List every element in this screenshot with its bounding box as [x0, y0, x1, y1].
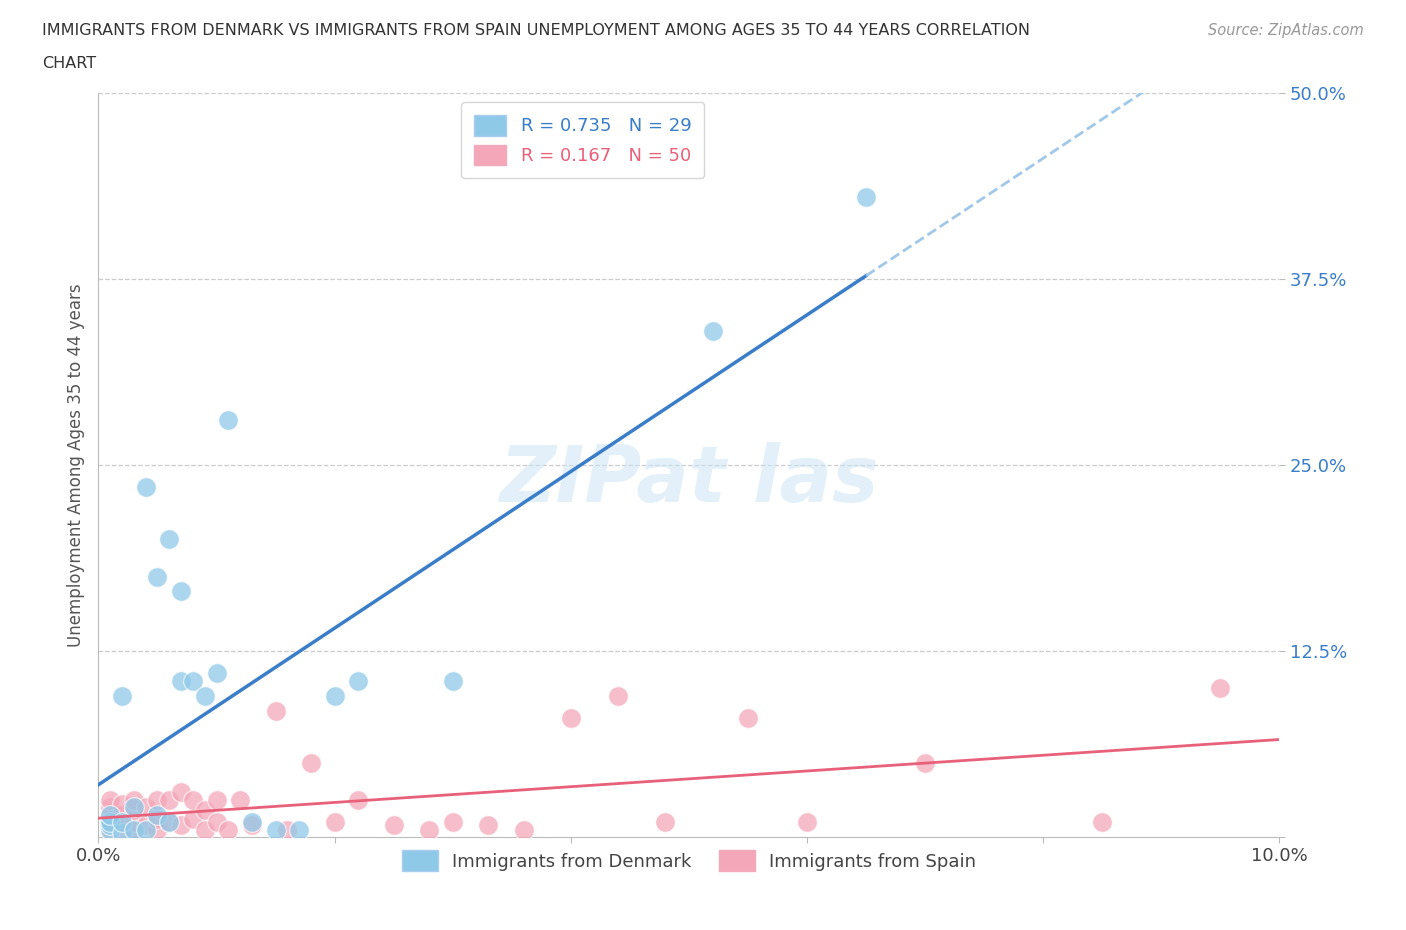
Point	[122, 815, 145, 830]
Point	[1091, 815, 1114, 830]
Point	[607, 688, 630, 703]
Point	[323, 815, 346, 830]
Point	[737, 711, 759, 725]
Point	[98, 815, 121, 830]
Point	[323, 688, 346, 703]
Point	[122, 800, 145, 815]
Point	[146, 807, 169, 822]
Point	[194, 688, 217, 703]
Point	[135, 800, 157, 815]
Point	[122, 822, 145, 837]
Point	[146, 812, 169, 827]
Point	[170, 673, 193, 688]
Point	[229, 792, 252, 807]
Point	[181, 673, 204, 688]
Point	[98, 807, 121, 822]
Point	[914, 755, 936, 770]
Point	[111, 817, 134, 832]
Point	[288, 822, 311, 837]
Point	[1209, 681, 1232, 696]
Point	[170, 584, 193, 599]
Point	[98, 807, 121, 822]
Point	[276, 822, 298, 837]
Point	[264, 703, 287, 718]
Point	[111, 825, 134, 840]
Point	[441, 673, 464, 688]
Point	[347, 673, 370, 688]
Point	[194, 803, 217, 817]
Point	[796, 815, 818, 830]
Point	[382, 817, 405, 832]
Point	[217, 413, 239, 428]
Point	[111, 688, 134, 703]
Point	[98, 817, 121, 832]
Point	[122, 792, 145, 807]
Point	[135, 817, 157, 832]
Point	[654, 815, 676, 830]
Point	[98, 822, 121, 837]
Point	[170, 817, 193, 832]
Text: ZIPat las: ZIPat las	[499, 442, 879, 518]
Point	[205, 815, 228, 830]
Point	[98, 815, 121, 830]
Point	[205, 666, 228, 681]
Point	[477, 817, 499, 832]
Y-axis label: Unemployment Among Ages 35 to 44 years: Unemployment Among Ages 35 to 44 years	[66, 284, 84, 646]
Point	[217, 822, 239, 837]
Legend: Immigrants from Denmark, Immigrants from Spain: Immigrants from Denmark, Immigrants from…	[389, 838, 988, 884]
Point	[240, 817, 263, 832]
Point	[194, 822, 217, 837]
Point	[111, 807, 134, 822]
Point	[441, 815, 464, 830]
Point	[157, 815, 180, 830]
Point	[111, 825, 134, 840]
Text: Source: ZipAtlas.com: Source: ZipAtlas.com	[1208, 23, 1364, 38]
Point	[560, 711, 582, 725]
Point	[135, 822, 157, 837]
Point	[135, 480, 157, 495]
Point	[111, 815, 134, 830]
Point	[347, 792, 370, 807]
Point	[181, 812, 204, 827]
Point	[855, 190, 877, 205]
Point	[170, 785, 193, 800]
Point	[181, 792, 204, 807]
Point	[98, 817, 121, 832]
Point	[146, 822, 169, 837]
Point	[146, 569, 169, 584]
Point	[205, 792, 228, 807]
Point	[98, 800, 121, 815]
Point	[157, 792, 180, 807]
Point	[264, 822, 287, 837]
Text: CHART: CHART	[42, 56, 96, 71]
Point	[146, 792, 169, 807]
Point	[157, 532, 180, 547]
Point	[122, 822, 145, 837]
Point	[702, 324, 724, 339]
Point	[111, 797, 134, 812]
Point	[98, 822, 121, 837]
Point	[98, 792, 121, 807]
Point	[299, 755, 322, 770]
Point	[418, 822, 440, 837]
Point	[122, 803, 145, 817]
Point	[240, 815, 263, 830]
Text: IMMIGRANTS FROM DENMARK VS IMMIGRANTS FROM SPAIN UNEMPLOYMENT AMONG AGES 35 TO 4: IMMIGRANTS FROM DENMARK VS IMMIGRANTS FR…	[42, 23, 1031, 38]
Point	[512, 822, 534, 837]
Point	[157, 815, 180, 830]
